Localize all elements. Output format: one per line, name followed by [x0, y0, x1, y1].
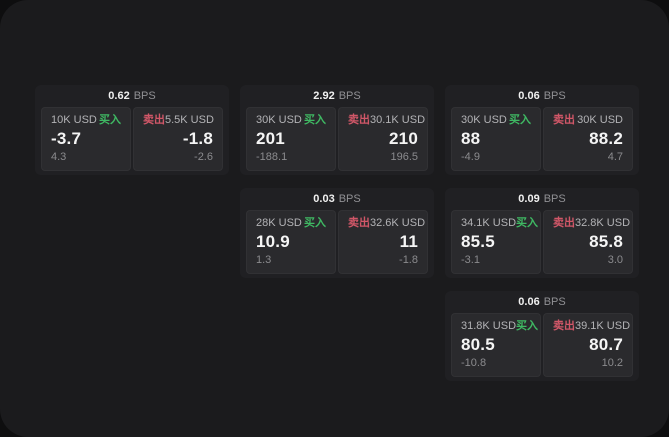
bps-unit-label: BPS	[543, 295, 566, 308]
sell-delta-value: 4.7	[607, 150, 623, 163]
card-header: 0.06 BPS	[445, 291, 639, 313]
bps-unit-label: BPS	[338, 192, 361, 205]
buy-delta-value: 1.3	[256, 253, 272, 266]
bps-unit-label: BPS	[133, 89, 156, 102]
buy-price-value: 80.5	[461, 335, 495, 355]
sell-amount-label: 30.1K USD	[370, 114, 426, 126]
buy-amount-label: 34.1K USD	[461, 217, 517, 229]
card-header: 0.06 BPS	[445, 85, 639, 107]
card-body: 34.1K USD 买入 85.5 -3.1 卖出 32.8K USD 85.8…	[445, 210, 639, 278]
buy-amount-label: 30K USD	[256, 114, 302, 126]
sell-amount-label: 32.8K USD	[575, 217, 631, 229]
buy-delta-value: -188.1	[256, 150, 288, 163]
spread-card: 0.06 BPS 30K USD 买入 88 -4.9 卖出 30K USD	[445, 85, 639, 175]
buy-button[interactable]: 买入	[304, 114, 326, 126]
buy-price-value: 10.9	[256, 232, 290, 252]
sell-amount-label: 39.1K USD	[575, 320, 631, 332]
sell-price-value: 11	[399, 232, 418, 252]
card-body: 31.8K USD 买入 80.5 -10.8 卖出 39.1K USD 80.…	[445, 313, 639, 381]
sell-button[interactable]: 卖出	[553, 217, 575, 229]
buy-price-value: 88	[461, 129, 481, 149]
buy-price-value: 201	[256, 129, 285, 149]
spread-card: 0.06 BPS 31.8K USD 买入 80.5 -10.8 卖出 39.1…	[445, 291, 639, 381]
sell-panel[interactable]: 卖出 30.1K USD 210 196.5	[338, 107, 428, 171]
sell-panel[interactable]: 卖出 32.6K USD 11 -1.8	[338, 210, 428, 274]
bps-unit-label: BPS	[543, 192, 566, 205]
sell-panel[interactable]: 卖出 32.8K USD 85.8 3.0	[543, 210, 633, 274]
card-header: 0.62 BPS	[35, 85, 229, 107]
bps-value: 0.06	[518, 89, 540, 102]
bps-unit-label: BPS	[543, 89, 566, 102]
sell-delta-value: -2.6	[194, 150, 213, 163]
card-header: 2.92 BPS	[240, 85, 434, 107]
buy-button[interactable]: 买入	[509, 114, 531, 126]
buy-panel[interactable]: 34.1K USD 买入 85.5 -3.1	[451, 210, 541, 274]
sell-price-value: -1.8	[182, 129, 213, 149]
buy-amount-label: 31.8K USD	[461, 320, 517, 332]
sell-panel[interactable]: 卖出 39.1K USD 80.7 10.2	[543, 313, 633, 377]
card-body: 30K USD 买入 88 -4.9 卖出 30K USD 88.2 4.7	[445, 107, 639, 175]
buy-button[interactable]: 买入	[516, 217, 539, 229]
buy-button[interactable]: 买入	[304, 217, 326, 229]
buy-panel[interactable]: 28K USD 买入 10.9 1.3	[246, 210, 336, 274]
buy-button[interactable]: 买入	[516, 320, 539, 332]
sell-panel[interactable]: 卖出 30K USD 88.2 4.7	[543, 107, 633, 171]
sell-delta-value: 10.2	[601, 356, 623, 369]
sell-button[interactable]: 卖出	[143, 114, 165, 126]
buy-delta-value: -3.1	[461, 253, 480, 266]
buy-panel[interactable]: 30K USD 买入 201 -188.1	[246, 107, 336, 171]
sell-delta-value: 196.5	[390, 150, 418, 163]
sell-button[interactable]: 卖出	[348, 217, 370, 229]
bps-unit-label: BPS	[338, 89, 361, 102]
sell-amount-label: 5.5K USD	[165, 114, 214, 126]
bps-value: 0.62	[108, 89, 130, 102]
buy-delta-value: -4.9	[461, 150, 480, 163]
spread-card-grid: 0.62 BPS 10K USD 买入 -3.7 4.3 卖出 5.5K USD	[35, 85, 639, 381]
bps-value: 0.09	[518, 192, 540, 205]
buy-amount-label: 30K USD	[461, 114, 507, 126]
sell-panel[interactable]: 卖出 5.5K USD -1.8 -2.6	[133, 107, 223, 171]
buy-delta-value: -10.8	[461, 356, 487, 369]
sell-amount-label: 30K USD	[577, 114, 623, 126]
buy-panel[interactable]: 30K USD 买入 88 -4.9	[451, 107, 541, 171]
sell-button[interactable]: 卖出	[348, 114, 370, 126]
bps-value: 0.06	[518, 295, 540, 308]
buy-delta-value: 4.3	[51, 150, 67, 163]
card-header: 0.09 BPS	[445, 188, 639, 210]
buy-amount-label: 28K USD	[256, 217, 302, 229]
sell-price-value: 80.7	[589, 335, 623, 355]
spread-card: 0.03 BPS 28K USD 买入 10.9 1.3 卖出 32.6K US…	[240, 188, 434, 278]
sell-delta-value: -1.8	[399, 253, 418, 266]
buy-amount-label: 10K USD	[51, 114, 97, 126]
bps-value: 0.03	[313, 192, 335, 205]
sell-button[interactable]: 卖出	[553, 320, 575, 332]
buy-button[interactable]: 买入	[99, 114, 121, 126]
card-body: 28K USD 买入 10.9 1.3 卖出 32.6K USD 11 -1.8	[240, 210, 434, 278]
card-header: 0.03 BPS	[240, 188, 434, 210]
card-body: 30K USD 买入 201 -188.1 卖出 30.1K USD 210 1…	[240, 107, 434, 175]
spread-card: 0.62 BPS 10K USD 买入 -3.7 4.3 卖出 5.5K USD	[35, 85, 229, 175]
sell-delta-value: 3.0	[607, 253, 623, 266]
card-body: 10K USD 买入 -3.7 4.3 卖出 5.5K USD -1.8 -2.…	[35, 107, 229, 175]
buy-price-value: -3.7	[51, 129, 82, 149]
spread-card: 0.09 BPS 34.1K USD 买入 85.5 -3.1 卖出 32.8K…	[445, 188, 639, 278]
spread-card: 2.92 BPS 30K USD 买入 201 -188.1 卖出 30.1K …	[240, 85, 434, 175]
sell-price-value: 88.2	[589, 129, 623, 149]
bps-value: 2.92	[313, 89, 335, 102]
sell-button[interactable]: 卖出	[553, 114, 575, 126]
sell-price-value: 85.8	[589, 232, 623, 252]
sell-price-value: 210	[389, 129, 418, 149]
buy-panel[interactable]: 31.8K USD 买入 80.5 -10.8	[451, 313, 541, 377]
buy-panel[interactable]: 10K USD 买入 -3.7 4.3	[41, 107, 131, 171]
buy-price-value: 85.5	[461, 232, 495, 252]
sell-amount-label: 32.6K USD	[370, 217, 426, 229]
